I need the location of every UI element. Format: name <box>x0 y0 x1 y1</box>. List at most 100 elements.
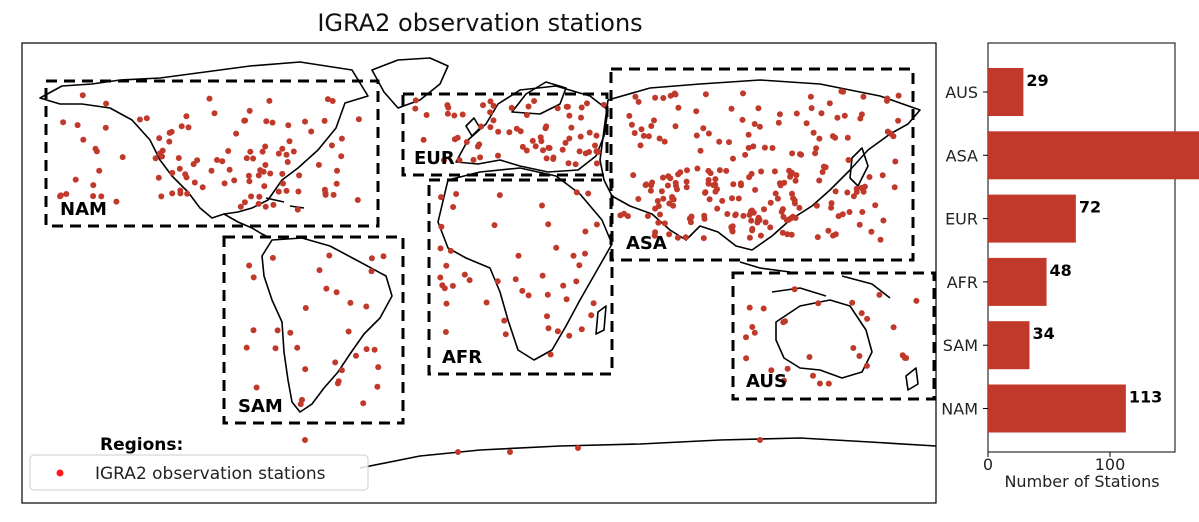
station-dot <box>456 157 463 164</box>
station-dot <box>789 150 796 157</box>
station-dot <box>655 219 662 226</box>
station-dot <box>803 120 810 127</box>
bar-eur <box>988 194 1076 243</box>
station-dot <box>749 324 756 330</box>
station-dot <box>667 175 674 182</box>
station-dot <box>841 112 848 119</box>
station-dot <box>748 217 755 224</box>
region-label-nam: NAM <box>60 199 107 220</box>
station-dot <box>645 133 652 140</box>
station-dot <box>576 262 583 269</box>
station-dot <box>169 169 176 176</box>
category-label-asa: ASA <box>946 146 978 165</box>
station-dot <box>543 155 550 162</box>
station-dot <box>716 138 723 145</box>
station-dot <box>844 189 851 196</box>
station-dot <box>829 133 836 140</box>
station-dot <box>72 176 79 183</box>
station-dot <box>822 164 829 171</box>
station-dot <box>74 122 81 129</box>
station-dot <box>593 132 600 139</box>
station-dot <box>565 160 572 167</box>
station-dot <box>769 145 776 151</box>
station-dot <box>487 109 494 116</box>
station-dot <box>262 203 269 210</box>
station-dot <box>191 179 198 186</box>
station-dot <box>664 182 671 189</box>
station-dot <box>538 138 545 145</box>
station-dot <box>758 168 765 175</box>
station-dot <box>566 112 573 119</box>
station-dot <box>761 144 768 151</box>
region-box-sam <box>222 235 405 425</box>
station-dot <box>519 287 526 294</box>
station-dot <box>660 174 666 181</box>
station-dot <box>788 171 794 178</box>
station-dot <box>246 178 253 185</box>
station-dot <box>444 110 451 117</box>
station-dot <box>194 157 201 164</box>
station-dot <box>789 190 795 197</box>
station-dot <box>225 148 232 154</box>
station-dot <box>835 213 842 220</box>
station-dot <box>136 116 143 123</box>
station-dot <box>143 115 150 122</box>
station-dot <box>751 329 758 336</box>
station-dot <box>554 328 561 335</box>
region-label-sam: SAM <box>238 396 283 417</box>
station-dot <box>730 181 737 188</box>
station-dot <box>183 113 190 120</box>
station-dot <box>246 107 253 114</box>
station-dot <box>302 437 308 443</box>
station-dot <box>586 129 593 136</box>
station-dot <box>797 151 803 158</box>
station-dot <box>166 129 173 136</box>
station-dot <box>585 190 592 197</box>
station-dot <box>772 190 779 197</box>
station-dot <box>190 161 197 168</box>
station-dot <box>890 133 897 140</box>
station-dot <box>363 303 370 310</box>
station-dot <box>445 104 452 111</box>
station-dot <box>451 112 458 119</box>
station-dot <box>90 182 97 189</box>
station-dot <box>338 135 345 142</box>
station-dot <box>57 192 64 199</box>
station-dot <box>729 195 735 202</box>
station-dot <box>156 135 163 142</box>
station-dot <box>302 366 309 373</box>
station-dot <box>80 136 87 143</box>
station-dot <box>672 179 679 186</box>
station-dot <box>648 182 655 189</box>
station-dot <box>159 153 165 160</box>
station-dot <box>441 157 447 164</box>
station-dot <box>185 124 192 131</box>
station-dot <box>762 219 769 226</box>
station-dot <box>707 170 714 177</box>
region-label-afr: AFR <box>442 347 482 368</box>
station-dot <box>354 197 361 203</box>
station-dot <box>667 92 674 99</box>
station-dot <box>262 143 269 150</box>
station-dot <box>347 299 354 306</box>
station-dot <box>335 378 342 385</box>
station-dot <box>103 100 110 107</box>
station-dot <box>463 139 470 145</box>
station-dot <box>767 224 774 231</box>
station-dot <box>539 202 545 209</box>
station-dot <box>545 325 552 332</box>
station-dot <box>562 139 569 146</box>
station-dot <box>742 151 749 158</box>
station-dot <box>640 132 647 139</box>
station-dot <box>593 148 600 155</box>
station-dot <box>751 121 758 127</box>
station-dot <box>716 167 723 174</box>
station-dot <box>819 169 826 175</box>
station-dot <box>508 104 515 111</box>
station-dot <box>199 184 206 191</box>
station-dot <box>651 117 657 124</box>
station-dot <box>755 105 762 112</box>
station-dot <box>437 245 444 252</box>
station-dot <box>159 147 166 154</box>
station-dot <box>438 223 445 230</box>
